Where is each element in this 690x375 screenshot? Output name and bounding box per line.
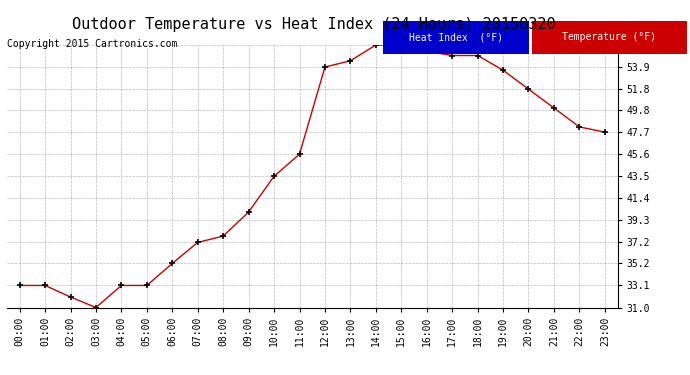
Text: Copyright 2015 Cartronics.com: Copyright 2015 Cartronics.com [7,39,177,50]
Text: Temperature (°F): Temperature (°F) [562,33,656,42]
FancyBboxPatch shape [383,21,529,54]
Text: Outdoor Temperature vs Heat Index (24 Hours) 20150320: Outdoor Temperature vs Heat Index (24 Ho… [72,17,555,32]
Text: Heat Index  (°F): Heat Index (°F) [408,33,503,42]
FancyBboxPatch shape [532,21,687,54]
